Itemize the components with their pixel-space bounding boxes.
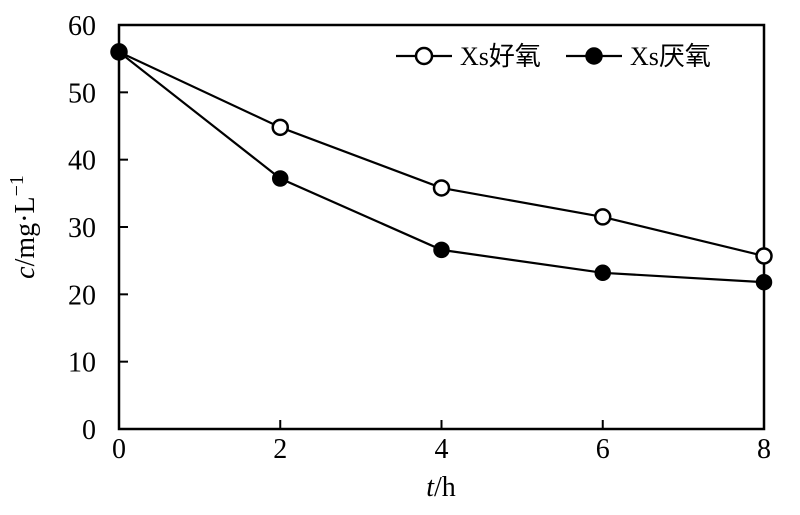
x-axis-title-unit: /h: [434, 472, 456, 503]
y-axis-title-exponent: −1: [6, 175, 28, 196]
x-tick-label: 6: [596, 434, 610, 465]
x-axis-ticks: 0 2 4 6 8: [112, 420, 771, 465]
x-tick-label: 8: [757, 434, 771, 465]
x-axis-title: t/h: [426, 472, 456, 503]
filled-circle-marker: [594, 264, 611, 282]
y-tick-label: 60: [68, 11, 96, 42]
filled-circle-marker: [272, 170, 289, 187]
legend-label-aerobic: Xs好氧: [460, 42, 541, 71]
y-axis-title-unit: /mg·L: [10, 196, 41, 266]
open-circle-marker: [271, 118, 289, 137]
y-tick-label: 30: [68, 213, 96, 244]
y-axis-title-symbol: c: [10, 266, 41, 279]
open-circle-marker: [432, 179, 451, 197]
legend: Xs好氧 Xs厌氧: [396, 42, 711, 71]
filled-circle-icon: [585, 47, 603, 65]
y-tick-label: 50: [68, 78, 96, 109]
y-tick-label: 0: [82, 415, 96, 446]
plot-frame: [117, 23, 766, 431]
filled-circle-marker: [110, 43, 128, 61]
data-series: [110, 43, 773, 291]
series-line-open-circle: [118, 50, 765, 258]
open-circle-marker: [755, 247, 773, 265]
filled-circle-marker: [433, 241, 450, 259]
legend-item-aerobic: Xs好氧: [396, 42, 541, 71]
x-tick-label: 4: [435, 434, 449, 465]
x-tick-label: 2: [273, 434, 287, 465]
legend-label-anaerobic: Xs厌氧: [630, 42, 711, 71]
y-axis-ticks: 0 10 20 30 40 50 60: [68, 11, 128, 446]
filled-circle-marker: [755, 273, 773, 291]
y-tick-label: 20: [68, 280, 96, 311]
y-tick-label: 40: [68, 146, 96, 177]
legend-item-anaerobic: Xs厌氧: [566, 42, 711, 71]
x-tick-label: 0: [112, 434, 126, 465]
y-axis-title: c/mg·L−1: [6, 175, 41, 279]
open-circle-icon: [414, 46, 434, 66]
x-axis-title-symbol: t: [426, 472, 435, 503]
open-circle-marker: [594, 208, 612, 226]
y-tick-label: 10: [68, 348, 96, 379]
